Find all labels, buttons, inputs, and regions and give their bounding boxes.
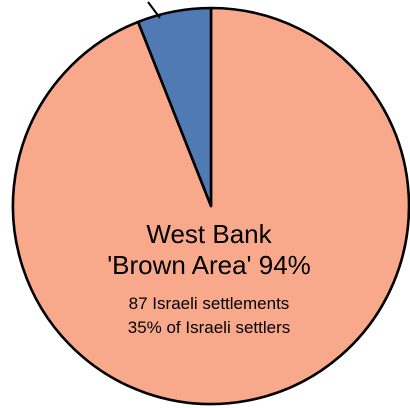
pie-slices [11, 6, 410, 406]
slice-detail-line-2: 35% of Israeli settlers [128, 318, 291, 337]
slice-label-line-2: 'Brown Area' 94% [107, 250, 311, 280]
slice-detail-line-1: 87 Israeli settlements [129, 294, 290, 313]
leader-line [147, 1, 161, 19]
slice-label-line-1: West Bank [146, 219, 272, 249]
pie-slice-1 [136, 6, 213, 208]
pie-labels: West Bank 'Brown Area' 94% 87 Israeli se… [107, 219, 311, 337]
